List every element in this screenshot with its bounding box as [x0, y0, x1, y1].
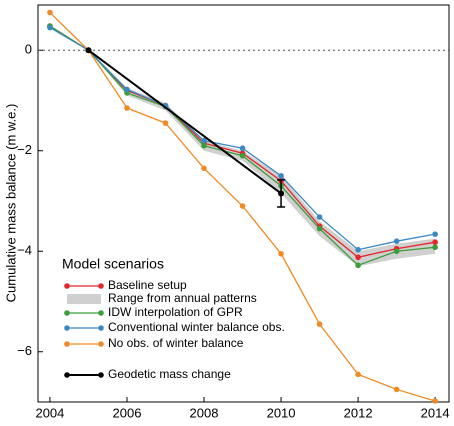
range-band [88, 50, 436, 267]
series-point [355, 371, 361, 378]
legend-swatch [67, 294, 101, 304]
series-point [124, 86, 130, 93]
series-point [201, 137, 207, 144]
legend-label: Range from annual patterns [108, 291, 257, 305]
series-point [47, 24, 53, 31]
series-point [278, 173, 284, 179]
series-point [432, 239, 438, 245]
x-tick-label: 2008 [190, 405, 219, 420]
x-tick-label: 2010 [267, 405, 296, 420]
y-tick-label: 0 [25, 42, 32, 57]
series-point [432, 398, 438, 404]
y-tick-label: −2 [17, 142, 32, 157]
y-tick-label: −6 [17, 343, 32, 358]
series-line [49, 25, 436, 258]
geodetic-line [87, 49, 282, 195]
series-point [355, 262, 361, 269]
x-tick-label: 2012 [344, 405, 373, 420]
legend-marker [64, 341, 70, 347]
series-point [316, 321, 323, 327]
series-point [239, 203, 246, 209]
legend-marker [98, 372, 104, 378]
legend-marker [64, 310, 70, 316]
legend-title: Model scenarios [62, 256, 164, 272]
series-point [162, 120, 169, 126]
legend-marker [64, 372, 70, 378]
legend-marker [98, 310, 104, 316]
legend-label: Conventional winter balance obs. [108, 320, 285, 334]
y-tick-label: −4 [17, 243, 32, 258]
series-point [393, 238, 400, 244]
legend-label: IDW interpolation of GPR [108, 305, 243, 319]
series-point [393, 386, 400, 393]
legend-marker [64, 283, 70, 289]
series-point [201, 165, 207, 172]
geodetic-point [278, 190, 285, 197]
legend-label: No obs. of winter balance [108, 336, 244, 350]
x-tick-label: 2006 [113, 405, 142, 420]
series-point [432, 244, 438, 251]
series-line [49, 27, 436, 251]
series-point [124, 105, 130, 111]
series-point [201, 142, 207, 149]
geodetic-point [85, 47, 92, 54]
series-point [432, 231, 438, 237]
x-tick-label: 2014 [421, 405, 450, 420]
x-tick-label: 2004 [35, 405, 64, 420]
series-point [355, 246, 361, 253]
plot-frame [37, 4, 450, 403]
series-point [239, 145, 246, 152]
series-point [355, 254, 361, 261]
legend-label: Baseline setup [108, 278, 187, 292]
legend-marker [98, 283, 104, 289]
series-point [393, 248, 400, 255]
series-point [278, 250, 284, 257]
series-point [239, 152, 246, 159]
legend-marker [98, 325, 104, 331]
y-axis-label: Cumulative mass balance (m w.e.) [3, 104, 18, 303]
legend-marker [64, 325, 70, 331]
legend-marker [98, 341, 104, 347]
series-point [47, 9, 53, 16]
series-point [316, 225, 323, 232]
legend-label: Geodetic mass change [108, 367, 231, 381]
series-point [316, 214, 323, 220]
